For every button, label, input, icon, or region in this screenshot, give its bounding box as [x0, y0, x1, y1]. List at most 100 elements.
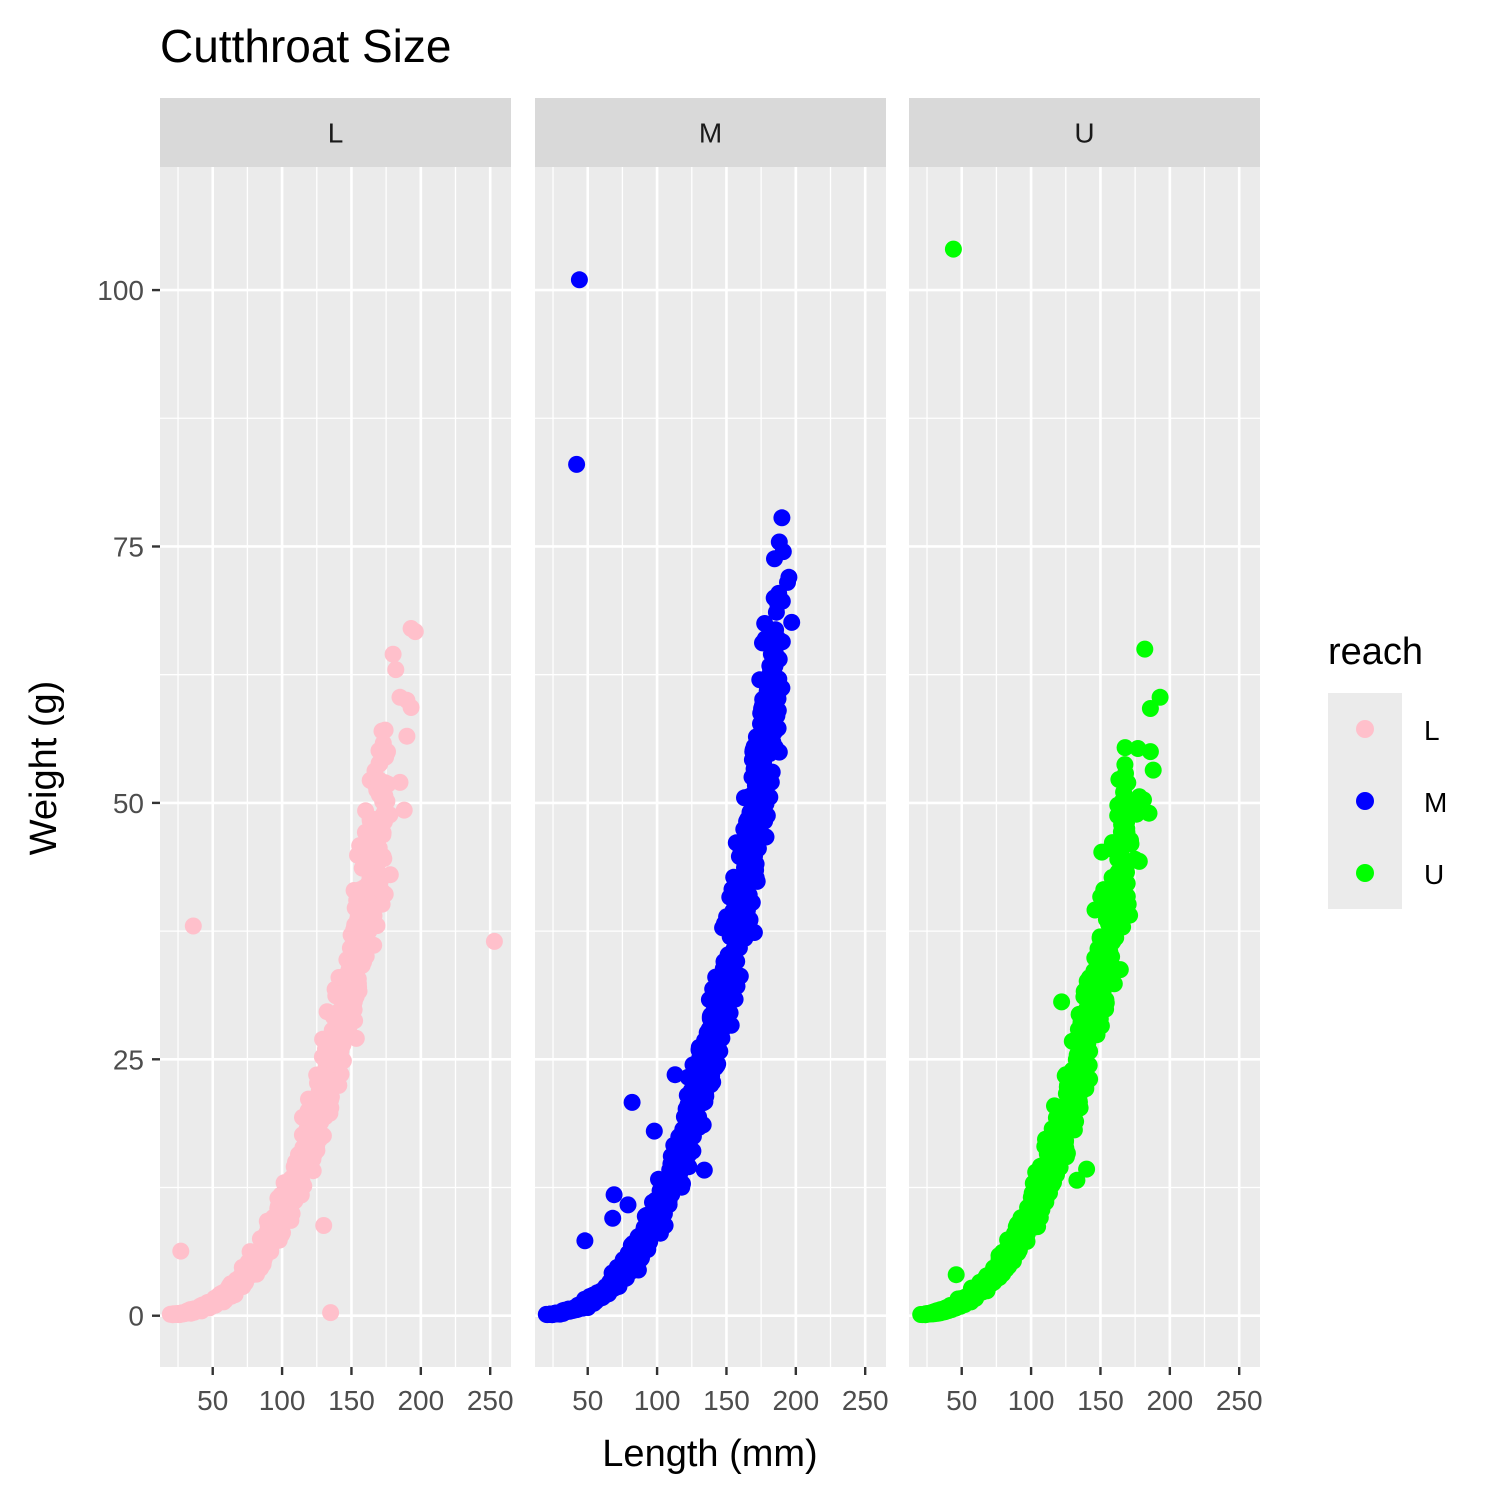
data-point	[765, 663, 783, 681]
data-point	[322, 1304, 340, 1322]
points-U	[912, 240, 1169, 1324]
panel-U: U	[909, 98, 1260, 1367]
data-point	[1067, 1113, 1085, 1130]
data-point	[1080, 969, 1098, 987]
facet-strip-label: M	[699, 118, 722, 149]
data-point	[748, 728, 766, 746]
data-point	[315, 1217, 333, 1234]
data-point	[1041, 1136, 1059, 1154]
facet-strip-label: L	[328, 118, 344, 149]
data-point	[313, 1082, 331, 1099]
data-point	[944, 240, 962, 258]
data-point	[406, 623, 424, 641]
data-point	[266, 1208, 284, 1226]
data-point	[751, 671, 769, 689]
data-point	[1087, 983, 1105, 1001]
data-point	[1116, 739, 1134, 757]
data-point	[773, 509, 791, 527]
data-point	[695, 1161, 713, 1179]
x-tick-label: 200	[397, 1385, 444, 1416]
data-point	[357, 947, 375, 965]
data-point	[360, 922, 378, 940]
y-axis: 0 25 50 75 100	[97, 275, 160, 1332]
data-point	[1141, 700, 1159, 717]
data-point	[744, 841, 762, 859]
data-point	[362, 876, 380, 894]
data-point	[722, 945, 740, 962]
data-point	[961, 1285, 979, 1303]
facet-strip	[160, 98, 511, 167]
y-tick-label: 0	[128, 1301, 144, 1332]
data-point	[770, 650, 788, 668]
data-point	[1144, 761, 1162, 779]
data-point	[708, 980, 725, 998]
data-point	[923, 1304, 941, 1322]
data-point	[1009, 1225, 1027, 1243]
data-point	[184, 917, 202, 935]
data-point	[370, 839, 388, 857]
data-point	[989, 1263, 1007, 1281]
data-point	[1053, 993, 1071, 1011]
data-point	[256, 1241, 274, 1258]
x-tick-label: 200	[772, 1385, 819, 1416]
data-point	[732, 876, 750, 894]
data-point	[395, 801, 413, 819]
data-point	[727, 923, 745, 941]
x-axis-L: 50 100 150 200 250	[197, 1367, 514, 1416]
data-point	[560, 1300, 577, 1318]
data-point	[341, 939, 359, 957]
data-point	[373, 722, 391, 740]
x-tick-label: 100	[1008, 1385, 1055, 1416]
data-point	[757, 828, 775, 846]
data-point	[763, 763, 781, 781]
legend: reach L M U	[1328, 631, 1447, 909]
data-point	[614, 1270, 632, 1288]
data-point	[701, 1007, 719, 1025]
facet-strip-label: U	[1074, 118, 1094, 149]
data-point	[699, 1056, 717, 1074]
data-point	[1088, 1026, 1106, 1044]
data-point	[1140, 804, 1158, 822]
data-point	[623, 1093, 641, 1111]
data-point	[1141, 743, 1159, 761]
legend-label-L: L	[1424, 715, 1440, 746]
data-point	[655, 1197, 673, 1215]
data-point	[370, 772, 388, 790]
data-point	[166, 1305, 184, 1323]
data-point	[1111, 886, 1129, 904]
data-point	[1103, 956, 1121, 974]
data-point	[1101, 920, 1119, 938]
data-point	[703, 1020, 721, 1038]
data-point	[1135, 791, 1152, 809]
data-point	[687, 1073, 705, 1091]
data-point	[762, 693, 780, 711]
data-point	[935, 1302, 953, 1320]
legend-label-M: M	[1424, 787, 1447, 818]
points-L	[161, 620, 503, 1324]
data-point	[703, 1032, 721, 1050]
data-point	[321, 1051, 339, 1069]
x-axis-M: 50 100 150 200 250	[572, 1367, 889, 1416]
data-point	[294, 1108, 311, 1126]
data-point	[1068, 1171, 1086, 1189]
data-point	[1086, 901, 1104, 919]
data-point	[1047, 1161, 1065, 1179]
data-point	[747, 759, 764, 777]
data-point	[381, 866, 399, 884]
legend-title: reach	[1328, 631, 1423, 673]
data-point	[1130, 852, 1148, 870]
x-tick-label: 50	[572, 1385, 603, 1416]
data-point	[237, 1263, 255, 1281]
data-point	[219, 1281, 237, 1299]
data-point	[330, 969, 348, 986]
data-point	[768, 720, 786, 738]
x-axis-title: Length (mm)	[602, 1433, 817, 1475]
data-point	[1118, 820, 1136, 837]
data-point	[1092, 888, 1110, 906]
y-tick-label: 75	[113, 531, 144, 562]
chart-title: Cutthroat Size	[160, 20, 451, 72]
data-point	[570, 271, 588, 289]
data-point	[576, 1232, 594, 1250]
